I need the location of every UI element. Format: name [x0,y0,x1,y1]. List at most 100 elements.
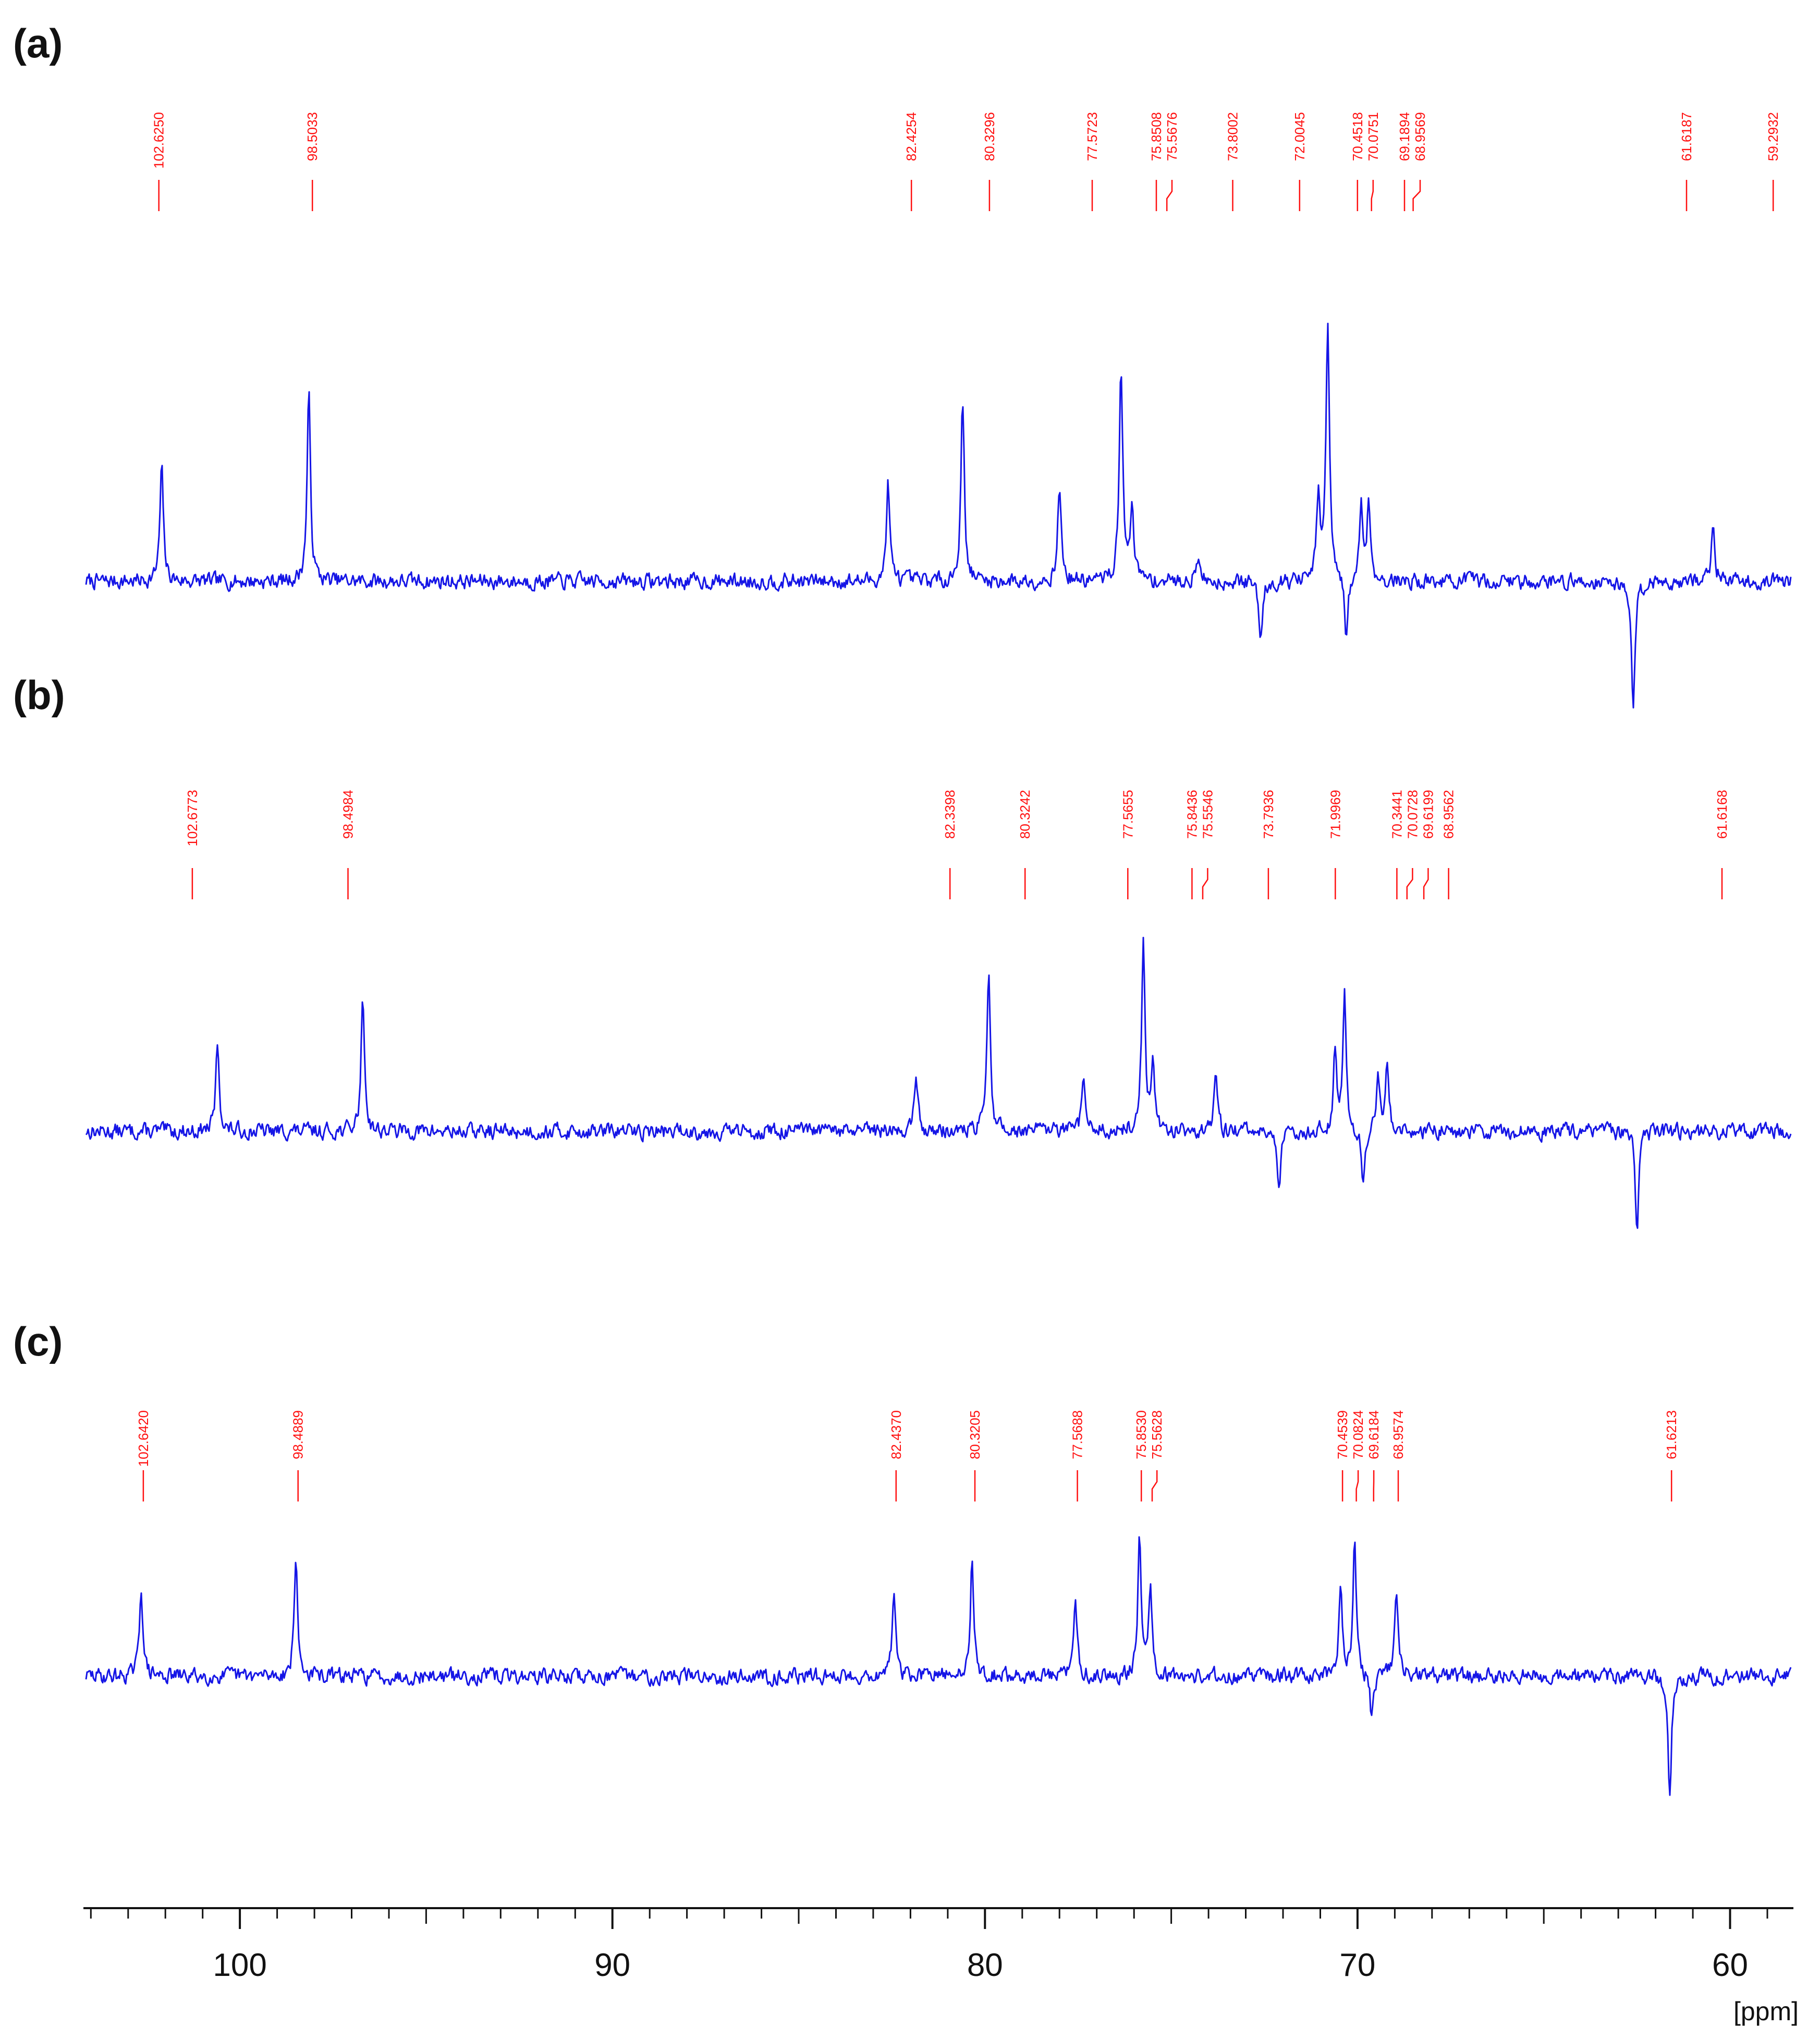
peak-point [1214,1075,1217,1078]
peak-point [1362,1191,1365,1194]
peak-point [1151,1064,1154,1067]
peak-label: 102.6420 [136,1410,151,1467]
peak-label: 98.5033 [304,112,320,161]
peak-label: 70.4539 [1335,1410,1350,1459]
peak-tick [1406,868,1413,899]
peak-point [1343,994,1346,997]
x-tick-label: 80 [967,1947,1003,1983]
peak-point [1259,639,1262,642]
peak-point [1334,1046,1337,1049]
peak-point [1360,503,1363,506]
peak-point [160,466,163,469]
spectrum-line [85,1536,1792,1796]
peak-tick [1412,180,1421,211]
peak-point [294,1556,297,1559]
spectrum-panel: (c) 102.6420 98.4889 82.4370 80.3205 77.5688 7… [13,1318,1792,1798]
peak-label: 70.4518 [1350,112,1365,161]
peak-label: 72.0045 [1292,112,1308,161]
peak-point [1353,1536,1356,1540]
peak-point [216,1042,219,1045]
peak-label: 70.0751 [1365,112,1381,161]
peak-label: 75.5676 [1164,112,1180,161]
peak-label: 61.6187 [1679,112,1694,161]
peak-label: 61.6213 [1664,1410,1679,1459]
peak-point [1326,321,1329,324]
x-tick-label: 90 [594,1947,630,1983]
peak-point [987,970,991,973]
peak-point [1196,554,1199,557]
peak-point [1339,1583,1342,1586]
peak-label: 70.0728 [1404,790,1420,839]
peak-label: 70.3441 [1389,790,1404,839]
peak-tick [1423,868,1429,899]
spectrum-panel: (b) 102.6773 98.4984 82.3398 80.3242 77.5655 7… [13,672,1792,1229]
peak-point [1317,496,1320,499]
x-tick-label: 60 [1712,1947,1748,1983]
peak-label: 75.8436 [1184,790,1200,839]
peak-point [892,1591,895,1594]
peak-label-group: 102.6420 98.4889 82.4370 80.3205 77.5688 75.8… [136,1410,1679,1501]
peak-point [887,481,890,484]
peak-label: 69.6199 [1420,790,1436,839]
peak-point [970,1561,973,1564]
peak-label: 80.3296 [982,112,997,161]
peak-point [1074,1600,1077,1603]
peak-label: 73.8002 [1225,112,1241,161]
x-tick-label: 100 [213,1947,266,1983]
peak-point [1149,1583,1152,1586]
peak-label: 82.3398 [942,790,958,839]
peak-point [1345,641,1348,644]
peak-point [1632,711,1635,714]
peak-label: 80.3205 [967,1410,983,1459]
x-axis-unit: [ppm] [1733,1997,1799,2026]
peak-tick [1166,180,1173,211]
peak-label: 75.5628 [1149,1410,1165,1459]
peak-label: 102.6773 [185,790,200,846]
peak-point [1376,1068,1379,1071]
peak-point [1386,1064,1389,1067]
peak-label: 80.3242 [1017,790,1033,839]
peak-point [1278,1191,1281,1194]
peak-label: 82.4370 [888,1410,904,1459]
panel-label: (c) [13,1318,63,1364]
peak-label: 71.9969 [1327,790,1343,839]
peak-point [1119,361,1122,364]
spectrum-line [85,936,1792,1229]
peak-point [1367,503,1370,506]
peak-label: 69.6184 [1366,1410,1382,1459]
peak-label: 70.0824 [1350,1410,1366,1459]
peak-point [361,994,364,997]
peak-label: 68.9574 [1390,1410,1406,1459]
peak-point [1082,1075,1085,1078]
peak-label: 98.4984 [340,790,356,839]
peak-tick [1202,868,1208,899]
peak-label: 77.5688 [1070,1410,1085,1459]
peak-point [1395,1589,1398,1592]
spectrum-line [85,323,1792,709]
panel-label: (b) [13,672,65,718]
peak-tick [1355,1470,1359,1501]
peak-label: 82.4254 [903,112,919,161]
peak-tick [1151,1470,1158,1501]
peak-label: 75.5546 [1200,790,1215,839]
peak-label: 68.9562 [1441,790,1457,839]
peak-point [1712,521,1715,524]
peak-label: 59.2932 [1765,112,1781,161]
peak-point [1138,1534,1141,1537]
peak-label-group: 102.6250 98.5033 82.4254 80.3296 77.5723 75.8… [151,112,1781,211]
peak-point [1058,483,1061,486]
peak-label: 73.7936 [1261,790,1276,839]
peak-label: 98.4889 [290,1410,306,1459]
panel-label: (a) [13,20,63,66]
peak-point [1370,1718,1373,1721]
peak-point [1668,1795,1671,1798]
peak-label: 75.8530 [1133,1410,1149,1459]
x-axis: 100 90 80 70 60 [ppm] [83,1907,1799,2026]
x-tick-label: 70 [1339,1947,1375,1983]
peak-label: 61.6168 [1714,790,1730,839]
peak-point [1142,944,1145,947]
peak-label: 69.1894 [1397,112,1412,161]
peak-point [961,398,964,401]
peak-point [140,1585,143,1588]
